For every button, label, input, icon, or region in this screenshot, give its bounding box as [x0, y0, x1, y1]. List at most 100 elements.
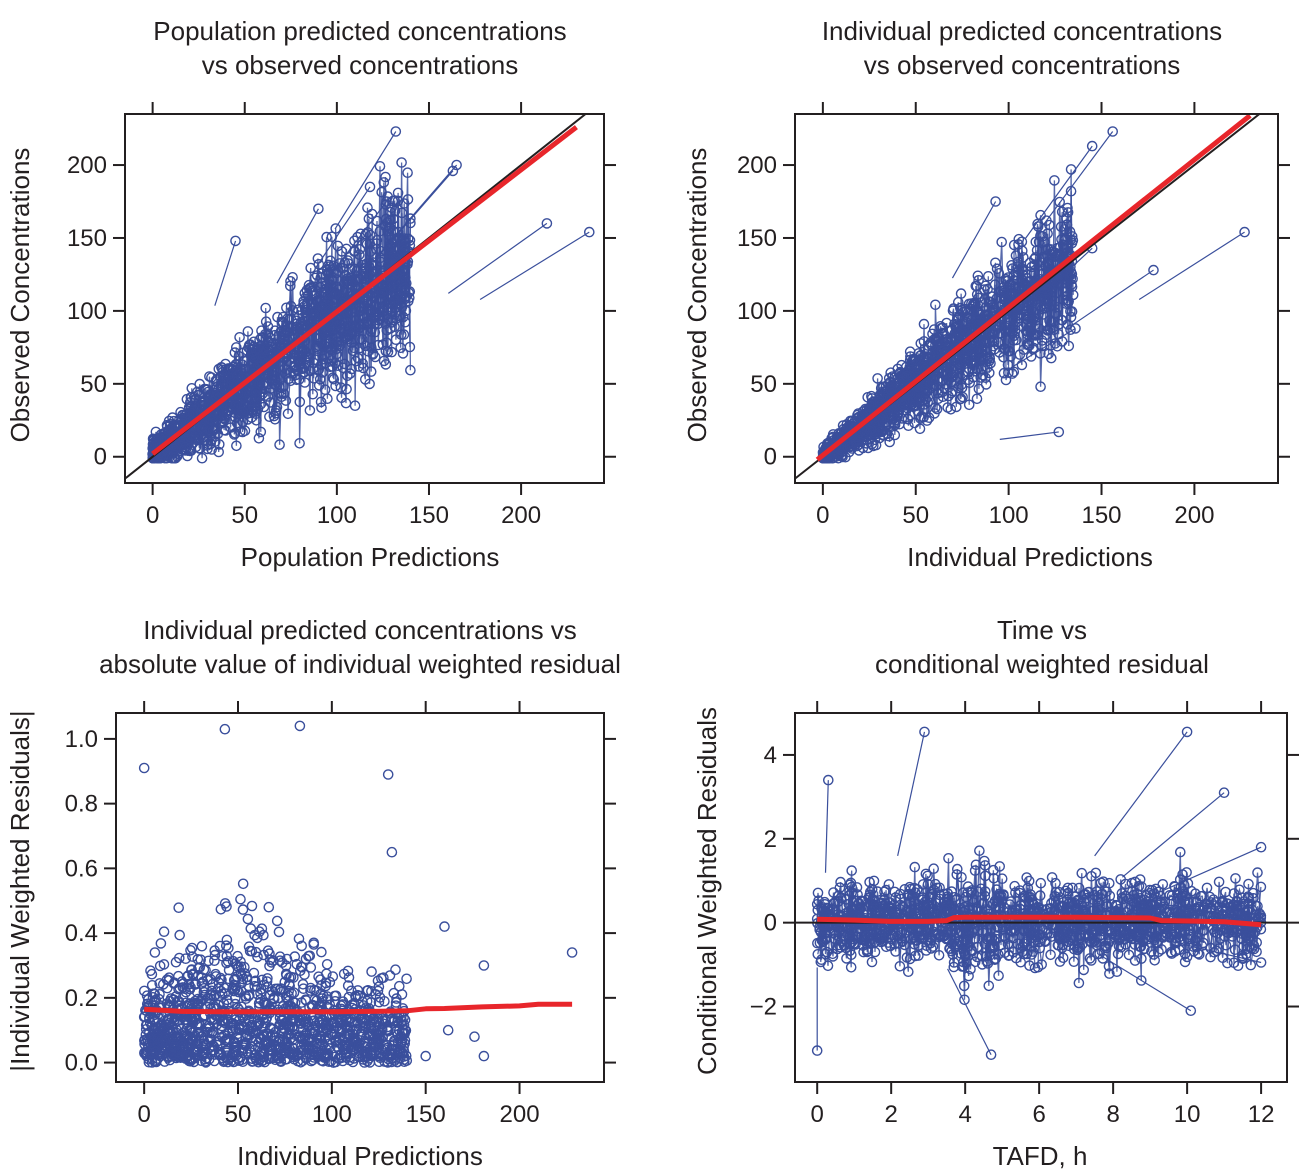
panel-2-outlier-link [1039, 131, 1114, 230]
panel-2-data-point [896, 369, 908, 381]
panel-1-outlier-link [380, 164, 458, 253]
panel-1-data-point [368, 292, 380, 304]
panel-1-data-point [350, 276, 362, 288]
panel-1-data-point [255, 426, 267, 438]
panel-4-title-line2: conditional weighted residual [875, 649, 1209, 679]
panel-4-data-point [858, 946, 869, 958]
panel-4-data-point [963, 970, 974, 982]
panel-3-data-point [284, 1048, 296, 1060]
panel-4-data-point [894, 961, 906, 972]
panel-2-data-point [930, 299, 941, 311]
panel-1-data-point-highlight [584, 226, 595, 238]
panel-1-data-point [342, 370, 353, 382]
panel-2-data-point [1003, 367, 1014, 379]
panel-2-data-point [881, 428, 893, 440]
panel-3-data-point-highlight [219, 723, 231, 735]
panel-4-data-point [1146, 946, 1157, 957]
panel-3-data-point [293, 933, 305, 945]
panel-3-plot-area [138, 720, 578, 1068]
panel-1-data-point [357, 334, 368, 345]
panel-3-data-point [361, 985, 373, 997]
panel-3-data-point [192, 993, 204, 1005]
panel-2-data-point [1042, 259, 1053, 271]
panel-1-data-point [301, 311, 313, 323]
panel-2-title-line2: vs observed concentrations [863, 50, 1181, 80]
panel-1-data-point [387, 225, 399, 237]
panel-4-data-point [866, 956, 878, 968]
panel-1-data-point [398, 245, 410, 257]
panel-4-title: Time vs conditional weighted residual [772, 613, 1302, 681]
panel-1-data-point [388, 213, 399, 225]
panel-1-data-point [299, 377, 311, 388]
panel-3-data-point [322, 1018, 334, 1030]
panel-3-data-point [237, 904, 249, 915]
panel-3-data-point [268, 993, 280, 1005]
panel-1-data-point [398, 264, 410, 276]
panel-1-data-point [213, 446, 224, 458]
panel-3-data-point [334, 1015, 345, 1027]
panel-2-data-point [1065, 234, 1076, 246]
panel-1-data-point [316, 402, 327, 414]
panel-1-data-point [384, 297, 396, 308]
panel-2-data-point [1065, 324, 1076, 336]
panel-1-data-point [287, 305, 299, 316]
panel-3-data-point [145, 1031, 156, 1043]
panel-2-data-point [869, 434, 881, 446]
panel-3-data-point [240, 1038, 252, 1050]
panel-3-data-point [215, 985, 227, 997]
panel-3-data-point-highlight [439, 921, 450, 932]
panel-1-data-point [330, 380, 341, 392]
panel-1-data-point [267, 370, 279, 382]
panel-1-data-point [386, 202, 398, 214]
panel-1-data-point [330, 223, 342, 234]
panel-1-data-point [367, 257, 379, 268]
panel-1-data-point [339, 269, 351, 281]
panel-2-outlier-link [1138, 231, 1245, 301]
panel-3-data-point [358, 1037, 370, 1048]
panel-1-data-point [221, 406, 233, 417]
panel-2-data-point [991, 263, 1003, 275]
panel-1-data-point [356, 259, 368, 271]
panel-3-data-point [315, 989, 326, 1000]
panel-1-data-point [231, 440, 242, 452]
panel-2-data-point [1033, 329, 1044, 341]
panel-1-data-point [301, 357, 312, 368]
panel-1-data-point-highlight [541, 218, 553, 229]
panel-1-data-point [178, 444, 190, 456]
panel-3-data-point [401, 1055, 413, 1066]
panel-1-data-point [361, 258, 373, 269]
panel-1-data-point [320, 269, 332, 281]
panel-1-data-point [299, 304, 311, 316]
panel-4-data-point [979, 855, 990, 867]
panel-2-data-point [1017, 245, 1028, 257]
panel-1-data-point [291, 321, 302, 333]
panel-1-data-point [389, 205, 401, 217]
panel-1-data-point [365, 366, 377, 377]
panel-3-data-point [385, 1014, 397, 1025]
panel-3-frame [115, 712, 605, 1083]
panel-1-data-point [398, 198, 410, 209]
panel-2-data-point [986, 302, 998, 313]
panel-3-data-point [341, 1049, 352, 1060]
panel-1-data-point [361, 238, 373, 250]
panel-1-data-point [336, 246, 348, 257]
panel-3-data-point [396, 1047, 408, 1059]
panel-1-data-point [380, 345, 392, 357]
panel-2-data-point [883, 430, 895, 442]
panel-3-data-point [229, 992, 241, 1004]
panel-2-data-point [1000, 324, 1012, 336]
panel-2-data-point [985, 345, 997, 356]
panel-3-data-point [279, 1037, 291, 1049]
panel-2-data-point [1000, 275, 1012, 287]
panel-1-data-point [301, 284, 313, 296]
panel-1-data-point [240, 404, 251, 416]
panel-4-data-point [1129, 955, 1141, 966]
panel-1-data-point [401, 290, 412, 302]
panel-1-data-point [216, 417, 228, 429]
panel-1-data-point [262, 378, 274, 390]
panel-2-data-point [1040, 329, 1052, 341]
panel-2-data-point [1037, 231, 1048, 242]
panel-1-data-point [320, 325, 331, 337]
panel-1-data-point [285, 375, 296, 387]
